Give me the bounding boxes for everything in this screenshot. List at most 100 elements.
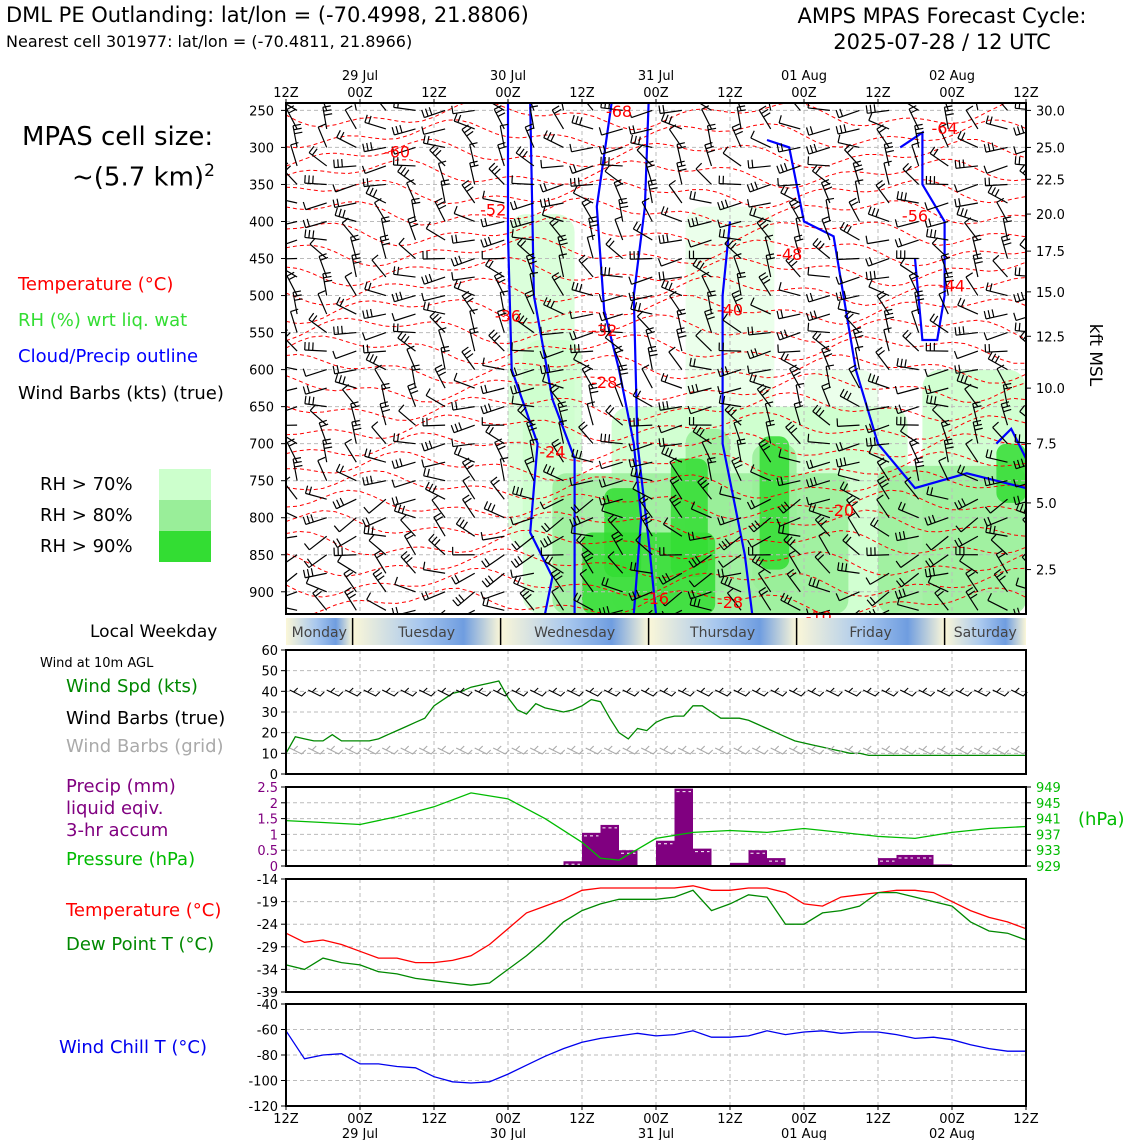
wind-barb-feather: [391, 127, 395, 136]
wind-barb-feather: [780, 476, 784, 485]
temperature-label: -68: [606, 102, 632, 121]
wind-barb-feather: [837, 467, 841, 476]
wind-barb-feather: [879, 479, 887, 485]
wind-barb-feather: [462, 494, 470, 500]
wind-barb-feather: [751, 554, 758, 562]
wind-barb: [706, 292, 713, 315]
wind-barb-feather: [312, 230, 315, 239]
wind-barb-feather: [544, 554, 550, 562]
wind-barb-feather: [486, 598, 490, 607]
wind-barb-feather: [973, 419, 982, 423]
wind-barb-true: [788, 687, 806, 697]
wind-barb: [305, 202, 327, 211]
wind-barb-feather: [290, 142, 299, 146]
wind-barb-true: [529, 687, 547, 697]
wind-barb-feather: [401, 505, 406, 514]
wind-barb-feather: [691, 558, 698, 566]
wind-barb-feather: [805, 146, 810, 155]
wind-barb-feather: [539, 365, 543, 374]
wind-barb-feather: [780, 143, 784, 152]
wind-barb-feather: [379, 401, 388, 405]
wind-barb-feather: [953, 350, 958, 359]
wind-barb-feather: [717, 560, 724, 568]
wind-barb-feather: [785, 254, 793, 261]
wind-barb-feather: [839, 481, 845, 489]
rh-swatch-90: [159, 531, 211, 562]
wind-barb: [876, 480, 890, 500]
temperature-label: -28: [591, 373, 617, 392]
wind-barb: [364, 288, 387, 297]
wind-barb-feather: [657, 424, 662, 433]
wind-barb-true: [566, 687, 584, 697]
wind-barb: [959, 560, 979, 574]
wind-barb-feather: [965, 105, 974, 111]
wind-barb: [938, 460, 949, 481]
bottom-hour-label: 12Z: [273, 1112, 299, 1127]
wind-barb: [393, 106, 416, 112]
wind-barb-feather: [608, 434, 611, 443]
wind-barb: [490, 481, 505, 500]
rh70-region: [804, 369, 878, 459]
wind-barb-feather: [693, 597, 697, 607]
wind-barb: [660, 406, 682, 411]
wind-barb-feather: [702, 482, 710, 489]
wind10m-frame: [285, 649, 1027, 775]
wind-barb-feather: [776, 332, 781, 341]
wind-barb-feather: [961, 498, 966, 506]
wind-barb-feather: [899, 577, 906, 585]
wind-barb-feather: [875, 209, 880, 217]
wind-barb: [579, 573, 594, 593]
wind-barb-feather: [511, 229, 514, 238]
wind-barb: [1000, 237, 1009, 259]
wind-barb-feather: [632, 388, 638, 397]
wind-barb: [454, 453, 475, 463]
wind-barb-feather: [987, 592, 992, 601]
wind-barb-feather: [731, 123, 740, 128]
pressure-tick-label: 700: [249, 438, 274, 453]
wind-barb-feather: [965, 272, 974, 278]
wind-barb-feather: [628, 126, 632, 135]
wind-barb-feather: [974, 427, 983, 431]
wind-barb-feather: [482, 357, 485, 366]
wind-barb-feather: [855, 345, 864, 349]
wind-barb-feather: [1025, 341, 1026, 343]
wind-barb-feather: [608, 407, 615, 415]
wind-barb-feather: [758, 586, 766, 593]
top-hour-label: 12Z: [421, 86, 447, 101]
wind-barb-feather: [865, 402, 869, 411]
wind-barb-feather: [776, 165, 781, 174]
wind-barb-feather: [896, 358, 899, 367]
wind-barb-feather: [868, 112, 873, 121]
wind-barb-feather: [676, 142, 685, 146]
wind-barb-grid: [936, 745, 954, 755]
wind-barb-feather: [933, 396, 937, 405]
wind-barb-feather: [1019, 404, 1026, 413]
top-hour-label: 00Z: [347, 86, 373, 101]
wind-barb-feather: [761, 390, 769, 397]
temperature-label: -16: [643, 589, 669, 608]
wind-barb-feather: [332, 501, 337, 509]
wind-barb-feather: [824, 186, 833, 191]
wind-barb-feather: [544, 522, 551, 530]
wind-barb: [304, 349, 327, 352]
wind-barb: [631, 109, 653, 119]
wind-barb-feather: [994, 355, 1000, 364]
wind-barb-feather: [526, 293, 535, 299]
wind-barb-feather: [634, 302, 638, 311]
legend-dewpoint: Dew Point T (°C): [66, 934, 215, 955]
wind-barb-feather: [391, 607, 395, 614]
wind-barb: [551, 443, 565, 463]
wind-barb: [986, 289, 1008, 297]
wind-barb-feather: [687, 385, 691, 394]
wind-barb-feather: [600, 266, 603, 275]
wind-barb: [601, 510, 623, 519]
wind-barb-feather: [902, 588, 906, 597]
wind-barb-feather: [783, 594, 789, 603]
wind-barb: [1015, 441, 1026, 444]
wind-barb: [452, 109, 475, 115]
wind-barb: [368, 498, 387, 514]
wind-barb: [379, 103, 387, 111]
wind-barb-feather: [287, 438, 295, 444]
temperature-contour-line: [286, 294, 1026, 325]
wind-barb-feather: [489, 94, 493, 101]
